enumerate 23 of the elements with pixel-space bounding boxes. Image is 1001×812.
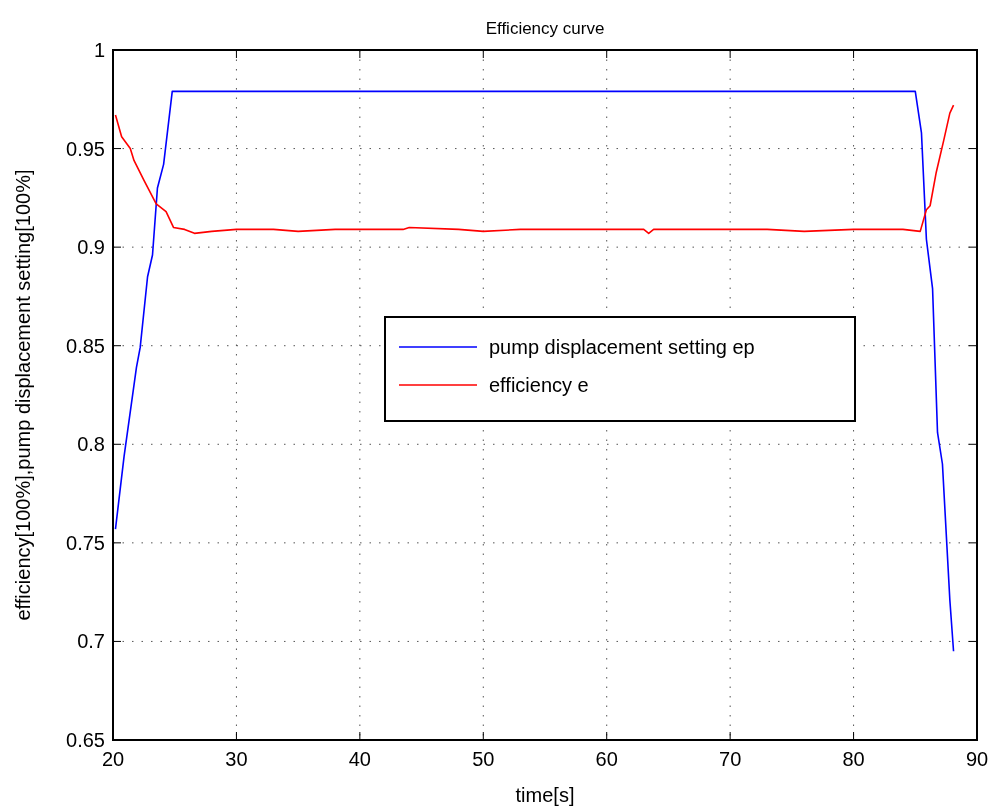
legend-label: efficiency e <box>489 374 589 396</box>
legend-label: pump displacement setting ep <box>489 336 755 358</box>
x-tick-label: 30 <box>225 748 248 770</box>
x-tick-label: 20 <box>101 748 125 770</box>
x-tick-label: 80 <box>842 748 865 770</box>
y-tick-label: 0.7 <box>77 630 105 653</box>
line-series <box>114 90 955 653</box>
y-tick-label: 0.65 <box>66 729 105 751</box>
y-tick-label: 0.8 <box>77 433 105 456</box>
x-axis-title: time[s] <box>515 784 575 806</box>
x-tick-label: 40 <box>348 748 371 770</box>
x-tick-label: 50 <box>472 748 495 770</box>
y-tick-label: 1 <box>93 39 105 61</box>
y-axis-title: efficiency[100%],pump displacement setting[100%] <box>12 169 34 621</box>
y-tick-label: 0.9 <box>77 236 105 259</box>
x-tick-label: 90 <box>965 748 989 770</box>
y-tick-label: 0.95 <box>66 137 105 160</box>
chart-title: Efficiency curve <box>485 19 605 38</box>
x-tick-label: 70 <box>719 748 742 770</box>
y-tick-label: 0.85 <box>66 334 105 357</box>
line-series <box>114 104 955 235</box>
x-tick-label: 60 <box>595 748 618 770</box>
y-tick-label: 0.75 <box>66 531 105 554</box>
